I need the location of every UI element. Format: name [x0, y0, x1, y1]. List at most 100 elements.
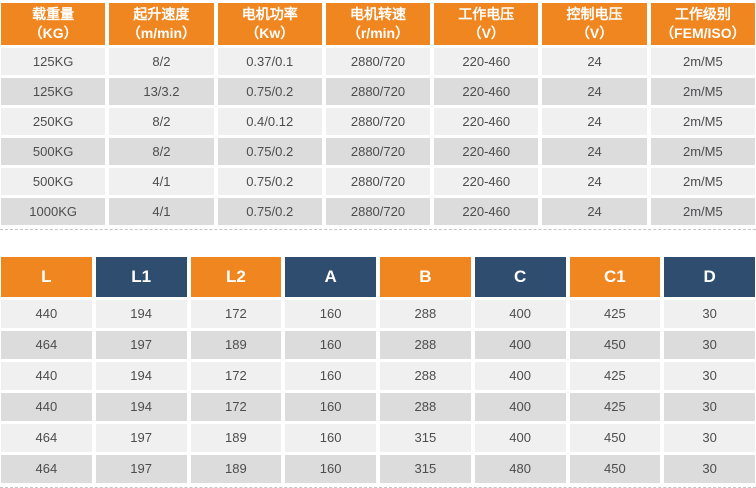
spec-cell: 24 [542, 137, 647, 165]
dimension-table: L L1 L2 A B C C1 D 440 194 172 160 288 4… [0, 254, 756, 486]
spec-cell: 220-460 [434, 77, 539, 105]
dim-col-header-C: C [474, 256, 566, 297]
column-label: 控制电压 [566, 6, 623, 22]
spec-col-header-lifting-speed: 起升速度 （m/min） [109, 3, 214, 45]
dim-cell: 197 [95, 454, 187, 483]
dimension-header-row: L L1 L2 A B C C1 D [1, 256, 755, 297]
spec-row: 125KG 8/2 0.37/0.1 2880/720 220-460 24 2… [1, 47, 755, 75]
spec-cell: 4/1 [109, 197, 214, 225]
dim-cell: 160 [285, 361, 376, 390]
spec-cell: 24 [542, 167, 647, 195]
spec-cell: 2m/M5 [650, 137, 755, 165]
spec-cell: 0.4/0.12 [217, 107, 322, 135]
spec-cell: 0.75/0.2 [217, 167, 322, 195]
dim-cell: 30 [664, 330, 755, 359]
dim-col-header-C1: C1 [569, 256, 661, 297]
dim-cell: 30 [664, 392, 755, 421]
dim-col-header-L2: L2 [190, 256, 282, 297]
column-label: 工作电压 [458, 6, 515, 22]
column-unit: （Kw） [245, 24, 295, 41]
dim-row: 464 197 189 160 315 480 450 30 [1, 454, 755, 483]
dim-cell: 425 [569, 299, 661, 328]
dim-cell: 189 [190, 423, 282, 452]
dim-cell: 315 [380, 454, 471, 483]
dim-cell: 197 [95, 423, 187, 452]
dim-cell: 288 [380, 299, 471, 328]
dim-cell: 160 [285, 330, 376, 359]
dim-cell: 400 [474, 299, 566, 328]
dim-row: 464 197 189 160 315 400 450 30 [1, 423, 755, 452]
spec-table-body: 125KG 8/2 0.37/0.1 2880/720 220-460 24 2… [1, 47, 755, 225]
spec-col-header-control-voltage: 控制电压 （V） [542, 3, 647, 45]
dim-col-header-B: B [380, 256, 471, 297]
spec-cell: 220-460 [434, 137, 539, 165]
spec-cell: 500KG [1, 137, 106, 165]
dim-cell: 450 [569, 330, 661, 359]
dim-cell: 425 [569, 361, 661, 390]
dim-cell: 160 [285, 454, 376, 483]
spec-cell: 2880/720 [325, 197, 431, 225]
dim-cell: 450 [569, 454, 661, 483]
dim-cell: 30 [664, 423, 755, 452]
dim-cell: 425 [569, 392, 661, 421]
dim-cell: 480 [474, 454, 566, 483]
dim-cell: 30 [664, 299, 755, 328]
spec-cell: 125KG [1, 77, 106, 105]
spec-cell: 220-460 [434, 107, 539, 135]
spec-row: 125KG 13/3.2 0.75/0.2 2880/720 220-460 2… [1, 77, 755, 105]
spec-cell: 8/2 [109, 47, 214, 75]
dim-cell: 160 [285, 423, 376, 452]
spec-cell: 24 [542, 197, 647, 225]
dim-cell: 464 [1, 330, 92, 359]
spec-cell: 220-460 [434, 197, 539, 225]
spec-cell: 2m/M5 [650, 107, 755, 135]
dim-cell: 194 [95, 392, 187, 421]
spec-col-header-motor-speed: 电机转速 （r/min） [325, 3, 431, 45]
spec-cell: 8/2 [109, 107, 214, 135]
dim-cell: 440 [1, 361, 92, 390]
dim-cell: 172 [190, 299, 282, 328]
spec-cell: 2880/720 [325, 137, 431, 165]
dim-cell: 464 [1, 454, 92, 483]
spec-cell: 250KG [1, 107, 106, 135]
dim-cell: 30 [664, 361, 755, 390]
spec-row: 250KG 8/2 0.4/0.12 2880/720 220-460 24 2… [1, 107, 755, 135]
spec-cell: 2880/720 [325, 107, 431, 135]
spec-cell: 8/2 [109, 137, 214, 165]
dim-cell: 30 [664, 454, 755, 483]
spec-row: 1000KG 4/1 0.75/0.2 2880/720 220-460 24 … [1, 197, 755, 225]
spec-col-header-work-duty: 工作级别 （FEM/ISO） [650, 3, 755, 45]
spec-cell: 500KG [1, 167, 106, 195]
spec-col-header-capacity: 载重量 （KG） [1, 3, 106, 45]
column-label: 电机转速 [349, 6, 406, 22]
column-unit: （FEM/ISO） [660, 24, 746, 41]
column-unit: （V） [467, 24, 505, 41]
dim-cell: 197 [95, 330, 187, 359]
dim-cell: 189 [190, 454, 282, 483]
spec-cell: 220-460 [434, 167, 539, 195]
dim-cell: 400 [474, 423, 566, 452]
dim-cell: 288 [380, 361, 471, 390]
spec-cell: 0.37/0.1 [217, 47, 322, 75]
spec-cell: 13/3.2 [109, 77, 214, 105]
dim-col-header-D: D [664, 256, 755, 297]
column-unit: （m/min） [126, 24, 197, 41]
spec-cell: 0.75/0.2 [217, 77, 322, 105]
dim-col-header-L: L [1, 256, 92, 297]
spec-cell: 2880/720 [325, 167, 431, 195]
dim-cell: 464 [1, 423, 92, 452]
dim-col-header-A: A [285, 256, 376, 297]
spec-cell: 24 [542, 47, 647, 75]
spec-cell: 2880/720 [325, 77, 431, 105]
spec-cell: 2m/M5 [650, 47, 755, 75]
spec-cell: 2m/M5 [650, 77, 755, 105]
dim-cell: 400 [474, 330, 566, 359]
column-label: 工作级别 [674, 6, 731, 22]
spec-cell: 1000KG [1, 197, 106, 225]
dim-cell: 400 [474, 392, 566, 421]
spec-cell: 24 [542, 107, 647, 135]
dim-cell: 189 [190, 330, 282, 359]
dim-row: 464 197 189 160 288 400 450 30 [1, 330, 755, 359]
dimension-table-header: L L1 L2 A B C C1 D [1, 256, 755, 297]
